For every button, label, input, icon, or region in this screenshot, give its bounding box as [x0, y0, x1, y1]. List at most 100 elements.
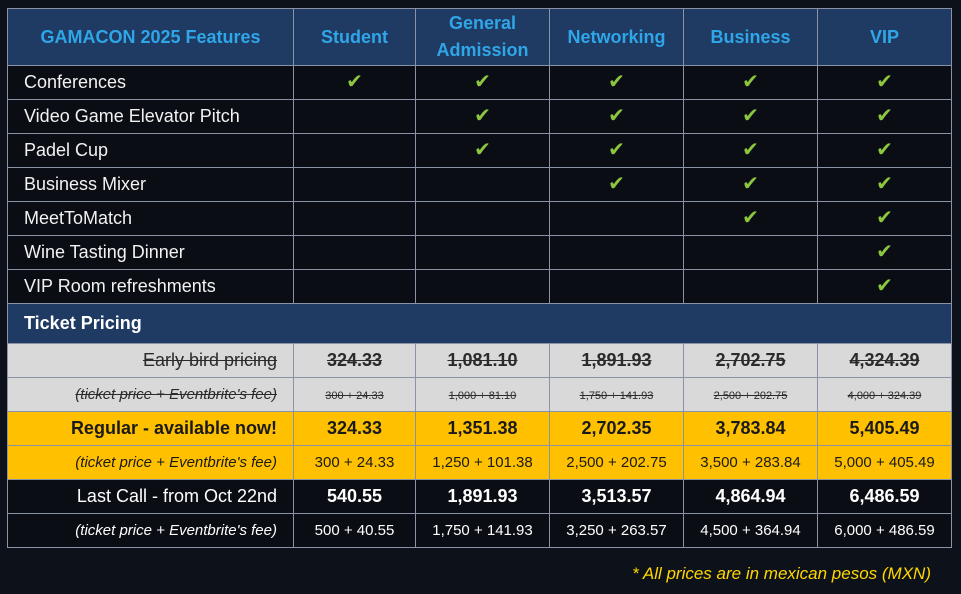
- check-icon: ✔: [876, 71, 893, 93]
- check-icon: ✔: [876, 207, 893, 229]
- feature-row: MeetToMatch ✔ ✔: [7, 201, 952, 236]
- pricing-body: Ticket Pricing Early bird pricing 324.33…: [7, 303, 952, 548]
- early-bird-breakdown-general: 1,000 + 81.10: [415, 377, 550, 412]
- feature-cell-networking: [549, 269, 684, 304]
- feature-row: Conferences ✔ ✔ ✔ ✔ ✔: [7, 65, 952, 100]
- feature-cell-business: ✔: [683, 167, 818, 202]
- feature-cell-student: [293, 201, 416, 236]
- tier-header-general-admission-label: General Admission: [436, 13, 529, 60]
- feature-cell-general: [415, 201, 550, 236]
- early-bird-price-networking: 1,891.93: [549, 343, 684, 378]
- feature-cell-networking: ✔: [549, 133, 684, 168]
- last-call-breakdown-vip: 6,000 + 486.59: [817, 513, 952, 548]
- check-icon: ✔: [876, 105, 893, 127]
- last-call-breakdown-label: (ticket price + Eventbrite's fee): [7, 513, 294, 548]
- check-icon: ✔: [474, 71, 491, 93]
- check-icon: ✔: [608, 173, 625, 195]
- regular-label: Regular - available now!: [7, 411, 294, 446]
- check-icon: ✔: [742, 139, 759, 161]
- feature-row: VIP Room refreshments ✔: [7, 269, 952, 304]
- last-call-price-business: 4,864.94: [683, 479, 818, 514]
- features-body: Conferences ✔ ✔ ✔ ✔ ✔ Video Game Elevator Pitc…: [7, 65, 952, 304]
- regular-breakdown-row: (ticket price + Eventbrite's fee) 300 + …: [7, 445, 952, 480]
- feature-cell-student: [293, 133, 416, 168]
- early-bird-price-value: 1,891.93: [581, 350, 652, 370]
- feature-name: Conferences: [7, 65, 294, 100]
- ticket-pricing-title: Ticket Pricing: [7, 303, 952, 344]
- regular-price-student: 324.33: [293, 411, 416, 446]
- feature-cell-vip: ✔: [817, 269, 952, 304]
- early-bird-breakdown-label: (ticket price + Eventbrite's fee): [7, 377, 294, 412]
- feature-cell-vip: ✔: [817, 65, 952, 100]
- feature-cell-vip: ✔: [817, 235, 952, 270]
- header-row: GAMACON 2025 Features Student General Ad…: [7, 8, 952, 66]
- feature-row: Wine Tasting Dinner ✔: [7, 235, 952, 270]
- feature-name: MeetToMatch: [7, 201, 294, 236]
- check-icon: ✔: [608, 105, 625, 127]
- early-bird-price-student: 324.33: [293, 343, 416, 378]
- feature-cell-general: ✔: [415, 65, 550, 100]
- check-icon: ✔: [876, 275, 893, 297]
- feature-cell-vip: ✔: [817, 133, 952, 168]
- feature-cell-business: ✔: [683, 99, 818, 134]
- check-icon: ✔: [742, 207, 759, 229]
- feature-cell-vip: ✔: [817, 201, 952, 236]
- breakdown-value: 300 + 24.33: [325, 390, 384, 402]
- early-bird-label: Early bird pricing: [7, 343, 294, 378]
- feature-cell-general: [415, 269, 550, 304]
- regular-breakdown-vip: 5,000 + 405.49: [817, 445, 952, 480]
- early-bird-label-text: Early bird pricing: [142, 350, 277, 370]
- check-icon: ✔: [742, 105, 759, 127]
- feature-cell-student: ✔: [293, 65, 416, 100]
- breakdown-value: 2,500 + 202.75: [713, 390, 788, 402]
- feature-cell-general: ✔: [415, 133, 550, 168]
- check-icon: ✔: [876, 173, 893, 195]
- early-bird-row: Early bird pricing 324.33 1,081.10 1,891…: [7, 343, 952, 378]
- last-call-breakdown-row: (ticket price + Eventbrite's fee) 500 + …: [7, 513, 952, 548]
- feature-cell-student: [293, 235, 416, 270]
- feature-cell-networking: [549, 201, 684, 236]
- feature-cell-student: [293, 167, 416, 202]
- currency-footnote: * All prices are in mexican pesos (MXN): [632, 564, 931, 583]
- feature-cell-business: ✔: [683, 201, 818, 236]
- last-call-breakdown-business: 4,500 + 364.94: [683, 513, 818, 548]
- feature-name: Business Mixer: [7, 167, 294, 202]
- feature-cell-student: [293, 99, 416, 134]
- regular-breakdown-general: 1,250 + 101.38: [415, 445, 550, 480]
- feature-cell-networking: ✔: [549, 167, 684, 202]
- last-call-price-student: 540.55: [293, 479, 416, 514]
- check-icon: ✔: [742, 71, 759, 93]
- last-call-price-vip: 6,486.59: [817, 479, 952, 514]
- feature-cell-vip: ✔: [817, 167, 952, 202]
- breakdown-label-text: (ticket price + Eventbrite's fee): [75, 386, 277, 403]
- regular-price-general: 1,351.38: [415, 411, 550, 446]
- feature-cell-networking: [549, 235, 684, 270]
- tier-header-networking: Networking: [549, 8, 684, 66]
- feature-cell-business: ✔: [683, 133, 818, 168]
- early-bird-breakdown-business: 2,500 + 202.75: [683, 377, 818, 412]
- feature-name: VIP Room refreshments: [7, 269, 294, 304]
- last-call-label: Last Call - from Oct 22nd: [7, 479, 294, 514]
- feature-cell-vip: ✔: [817, 99, 952, 134]
- regular-breakdown-business: 3,500 + 283.84: [683, 445, 818, 480]
- feature-cell-general: [415, 167, 550, 202]
- check-icon: ✔: [876, 139, 893, 161]
- tier-header-business: Business: [683, 8, 818, 66]
- last-call-price-networking: 3,513.57: [549, 479, 684, 514]
- early-bird-breakdown-row: (ticket price + Eventbrite's fee) 300 + …: [7, 377, 952, 412]
- last-call-breakdown-student: 500 + 40.55: [293, 513, 416, 548]
- check-icon: ✔: [742, 173, 759, 195]
- last-call-breakdown-networking: 3,250 + 263.57: [549, 513, 684, 548]
- check-icon: ✔: [346, 71, 363, 93]
- regular-price-business: 3,783.84: [683, 411, 818, 446]
- feature-row: Padel Cup ✔ ✔ ✔ ✔: [7, 133, 952, 168]
- pricing-table: GAMACON 2025 Features Student General Ad…: [7, 8, 952, 548]
- breakdown-value: 1,750 + 141.93: [579, 390, 654, 402]
- check-icon: ✔: [608, 139, 625, 161]
- tier-header-student: Student: [293, 8, 416, 66]
- last-call-price-general: 1,891.93: [415, 479, 550, 514]
- check-icon: ✔: [474, 139, 491, 161]
- check-icon: ✔: [474, 105, 491, 127]
- regular-breakdown-student: 300 + 24.33: [293, 445, 416, 480]
- tier-header-vip: VIP: [817, 8, 952, 66]
